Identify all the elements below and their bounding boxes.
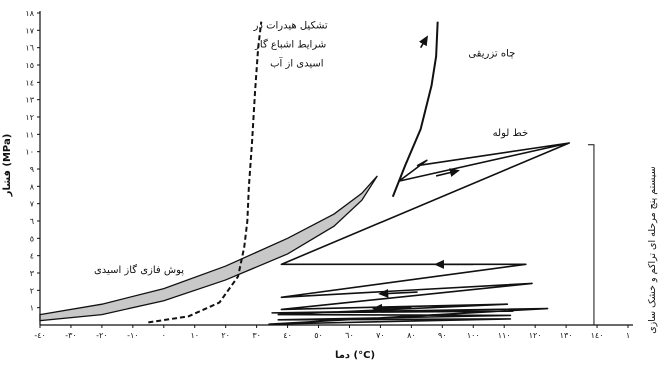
y-tick-label: ٤: [30, 252, 34, 261]
annotation-label: پوش فازی گاز اسیدی: [94, 264, 184, 276]
x-tick-label: -٢٠: [96, 331, 107, 340]
x-tick-label: ٥٠: [314, 331, 323, 340]
y-tick-label: ١٨: [25, 9, 34, 18]
x-axis-label: دما (°C): [335, 350, 375, 361]
hydrate-curve: [148, 21, 263, 324]
x-tick-label: ١٠٠: [467, 331, 480, 340]
x-tick-label: ٦٠: [345, 331, 354, 340]
annotation-label: شرایط اشباع گاز: [254, 39, 326, 51]
annotation-label: اسیدی از آب: [270, 57, 323, 70]
annotation-label: تشکیل هیدرات در: [253, 21, 328, 32]
x-tick-label: ٤٠: [283, 331, 292, 340]
x-tick-label: ١٣٠: [560, 331, 573, 340]
injection-well-curve: [391, 21, 439, 198]
y-tick-label: ١٠: [25, 148, 34, 157]
x-tick-label: ١٤٠: [591, 331, 604, 340]
y-tick-label: ٧: [30, 200, 35, 209]
y-tick-label: ٢: [30, 286, 34, 295]
direction-arrow: [435, 168, 460, 177]
x-tick-label: ١: [626, 331, 630, 340]
y-tick-label: ٦: [30, 217, 34, 226]
y-tick-label: ١١: [25, 130, 34, 139]
direction-arrow: [371, 303, 412, 313]
x-tick-label: ١٠: [190, 331, 199, 340]
x-tick-label: ٣٠: [252, 331, 261, 340]
side-label: سیستم پنج مرحله ای تراکم و خشک سازی: [647, 166, 658, 334]
pipeline-path: [268, 142, 571, 325]
y-tick-label: ١٧: [25, 26, 34, 35]
x-tick-label: ٠: [162, 331, 166, 340]
direction-arrow: [418, 35, 428, 49]
y-tick-label: ١٢: [25, 113, 34, 122]
side-bracket: [587, 144, 595, 326]
annotation-label: خط لوله: [493, 128, 528, 139]
annotation-label: چاه تزریقی: [468, 48, 515, 59]
x-tick-label: -٤٠: [34, 331, 45, 340]
y-tick-label: ١: [30, 304, 34, 313]
plot-area: -٤٠ -٣٠ -٢٠ -١٠ ٠ ١٠ ٢٠ ٣٠ ٤٠ ٥٠ ٦٠ ٧٠ ٨٠ ٩٠ ١٠٠ ١١٠ ١٢٠…: [25, 9, 633, 340]
y-tick-label: ٩: [30, 165, 34, 174]
x-tick-label: ٨٠: [407, 331, 416, 340]
direction-arrow: [378, 288, 418, 298]
x-tick-label: ٢٠: [221, 331, 230, 340]
y-tick-label: ١٥: [25, 61, 34, 70]
y-tick-label: ١٤: [25, 78, 34, 87]
y-axis-label: فشار (MPa): [2, 134, 13, 198]
y-tick-label: ٨: [30, 182, 35, 191]
y-tick-label: ١٣: [25, 96, 34, 105]
x-tick-label: ١٢٠: [529, 331, 542, 340]
y-tick-label: ١٦: [25, 44, 34, 53]
y-tick-label: ٥: [30, 234, 34, 243]
x-tick-label: -٣٠: [65, 331, 76, 340]
x-tick-label: -١٠: [127, 331, 138, 340]
y-tick-label: ٣: [30, 269, 35, 278]
x-tick-label: ٧٠: [376, 331, 385, 340]
x-tick-label: ٩٠: [438, 331, 447, 340]
phase-envelope-region: [39, 175, 378, 322]
x-tick-label: ١١٠: [498, 331, 511, 340]
